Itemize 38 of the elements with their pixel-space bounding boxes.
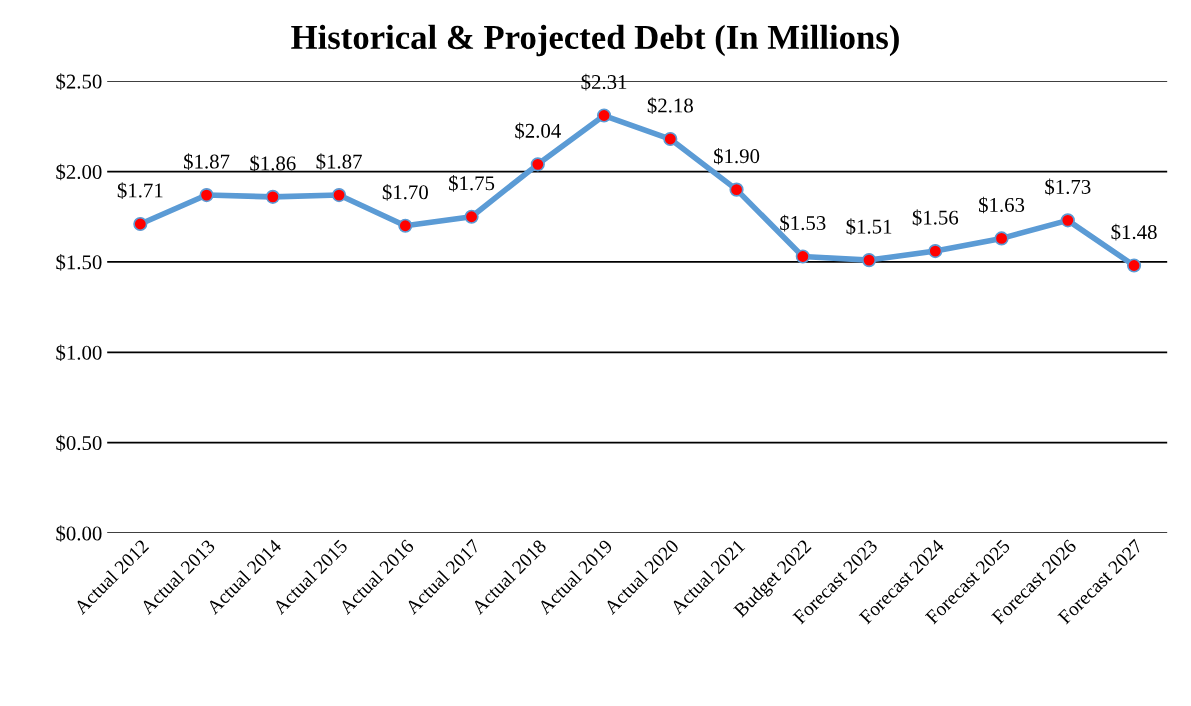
point: [795, 249, 810, 264]
data-label: $1.86: [250, 155, 296, 172]
data-label: $1.90: [714, 147, 760, 165]
point: [663, 131, 678, 147]
point: [199, 187, 214, 203]
data-label: $1.51: [846, 218, 892, 236]
chart-title: Historical & Projected Debt (In Millions): [291, 24, 899, 57]
y-tick-label: $0.00: [56, 525, 102, 542]
y-tick-label: $1.50: [56, 254, 102, 271]
data-label: $1.71: [117, 182, 163, 199]
point: [464, 209, 479, 224]
point: [1126, 258, 1142, 273]
point: [994, 231, 1009, 246]
data-label: $1.70: [382, 184, 428, 201]
point: [530, 157, 545, 172]
point: [265, 189, 280, 204]
point: [1060, 213, 1075, 228]
data-label: $1.73: [1045, 178, 1091, 196]
data-label: $1.48: [1111, 223, 1157, 241]
point: [928, 243, 943, 259]
data-label: $1.75: [449, 175, 495, 192]
point: [398, 218, 413, 233]
y-tick-label: $2.50: [56, 73, 102, 91]
data-label: $2.18: [647, 97, 693, 114]
point: [861, 253, 877, 268]
y-tick-label: $0.50: [56, 434, 102, 452]
data-label: $1.56: [912, 209, 959, 227]
y-tick-label: $2.00: [56, 163, 102, 181]
data-label: $1.53: [780, 214, 826, 232]
data-label: $1.87: [316, 153, 362, 170]
data-label: $2.04: [515, 122, 561, 140]
point: [133, 216, 148, 232]
y-tick-label: $1.00: [56, 344, 102, 362]
point: [729, 182, 744, 197]
data-label: $1.63: [979, 196, 1025, 214]
point: [596, 108, 612, 123]
data-label: $1.87: [184, 153, 230, 170]
point: [331, 187, 347, 203]
